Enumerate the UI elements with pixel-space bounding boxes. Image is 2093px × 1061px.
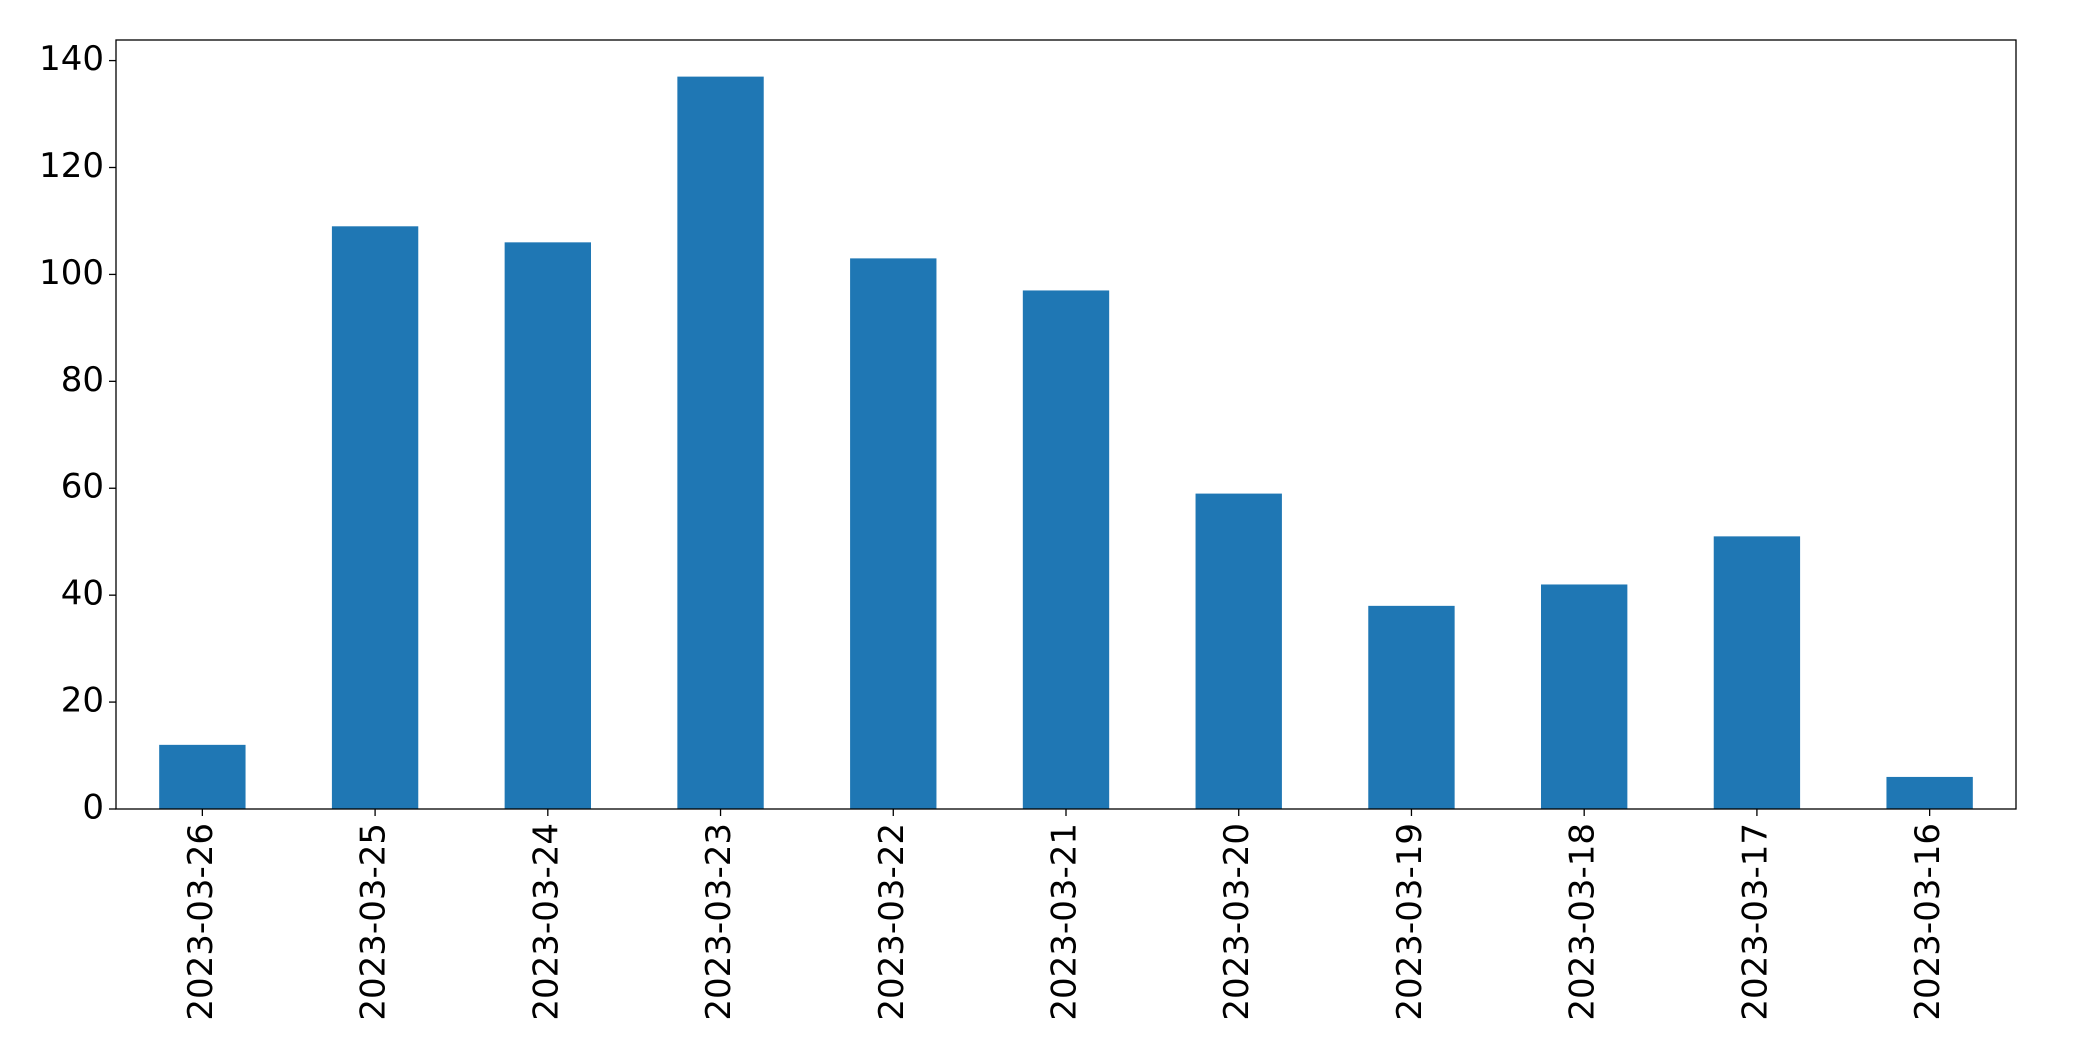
y-tick-label: 100 [39,253,104,293]
y-tick-label: 140 [39,39,104,79]
bar [677,76,764,810]
bar [1022,290,1110,810]
y-tick-label: 20 [61,681,104,721]
y-tick-label: 120 [39,146,104,186]
x-tick-label: 2023-03-26 [181,823,221,1021]
y-tick-label: 40 [61,574,104,614]
x-tick-label: 2023-03-17 [1735,823,1775,1021]
x-tick-label: 2023-03-19 [1390,823,1430,1021]
bar [1886,776,1973,809]
bar [1368,605,1455,809]
y-tick-label: 60 [61,467,104,507]
y-tick-label: 80 [61,360,104,400]
x-tick-label: 2023-03-21 [1045,823,1085,1021]
x-tick-label: 2023-03-24 [526,823,566,1021]
bar [331,226,419,810]
x-tick-label: 2023-03-20 [1217,823,1257,1021]
plot-frame [115,39,2017,810]
bar [1195,493,1282,809]
x-tick-label: 2023-03-25 [354,823,394,1021]
bar [850,258,937,810]
bar [1541,584,1628,809]
bar [159,744,246,809]
x-tick-label: 2023-03-18 [1563,823,1603,1021]
bar [504,242,591,810]
bar [1713,536,1801,809]
x-tick-label: 2023-03-16 [1908,823,1948,1021]
x-tick-label: 2023-03-23 [699,823,739,1021]
x-tick-label: 2023-03-22 [872,823,912,1021]
y-tick-label: 0 [82,788,104,828]
